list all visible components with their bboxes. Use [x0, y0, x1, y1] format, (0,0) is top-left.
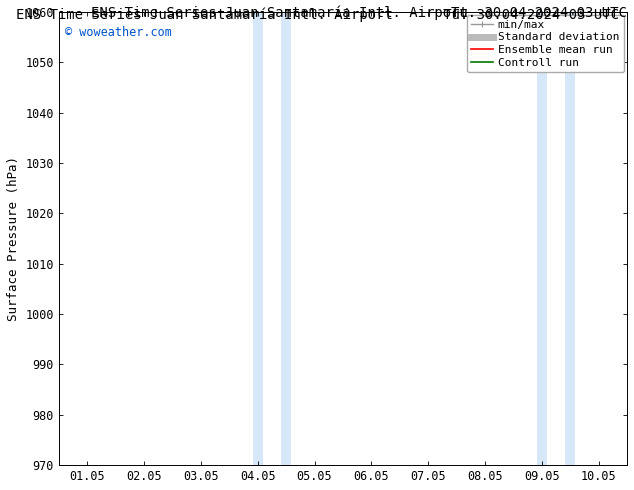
Text: ENS Time Series Juan Santamaría Intl. Airport: ENS Time Series Juan Santamaría Intl. Ai… — [91, 6, 467, 21]
Bar — [252, 12, 263, 465]
Bar — [281, 12, 291, 465]
Text: ENS Time Series Juan Santamaría Intl. Airport      Tu. 30.04.2024 03 UTC: ENS Time Series Juan Santamaría Intl. Ai… — [15, 7, 619, 22]
Text: © woweather.com: © woweather.com — [65, 25, 171, 39]
Bar — [537, 12, 547, 465]
Bar — [565, 12, 575, 465]
Legend: min/max, Standard deviation, Ensemble mean run, Controll run: min/max, Standard deviation, Ensemble me… — [467, 15, 624, 73]
Y-axis label: Surface Pressure (hPa): Surface Pressure (hPa) — [7, 156, 20, 321]
Text: Tu. 30.04.2024 03 UTC: Tu. 30.04.2024 03 UTC — [451, 6, 627, 20]
